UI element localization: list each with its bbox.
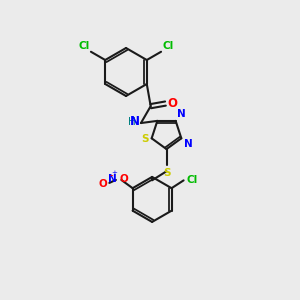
Text: N: N bbox=[108, 174, 117, 184]
Text: Cl: Cl bbox=[78, 41, 89, 51]
Text: Cl: Cl bbox=[187, 175, 198, 185]
Text: O: O bbox=[119, 174, 128, 184]
Text: +: + bbox=[112, 170, 117, 176]
Text: O: O bbox=[98, 178, 107, 188]
Text: N: N bbox=[177, 110, 186, 119]
Text: -: - bbox=[110, 170, 113, 181]
Text: S: S bbox=[141, 134, 149, 144]
Text: S: S bbox=[163, 168, 170, 178]
Text: N: N bbox=[184, 139, 193, 149]
Text: Cl: Cl bbox=[163, 41, 174, 51]
Text: O: O bbox=[168, 97, 178, 110]
Text: H: H bbox=[128, 116, 136, 127]
Text: N: N bbox=[130, 115, 140, 128]
